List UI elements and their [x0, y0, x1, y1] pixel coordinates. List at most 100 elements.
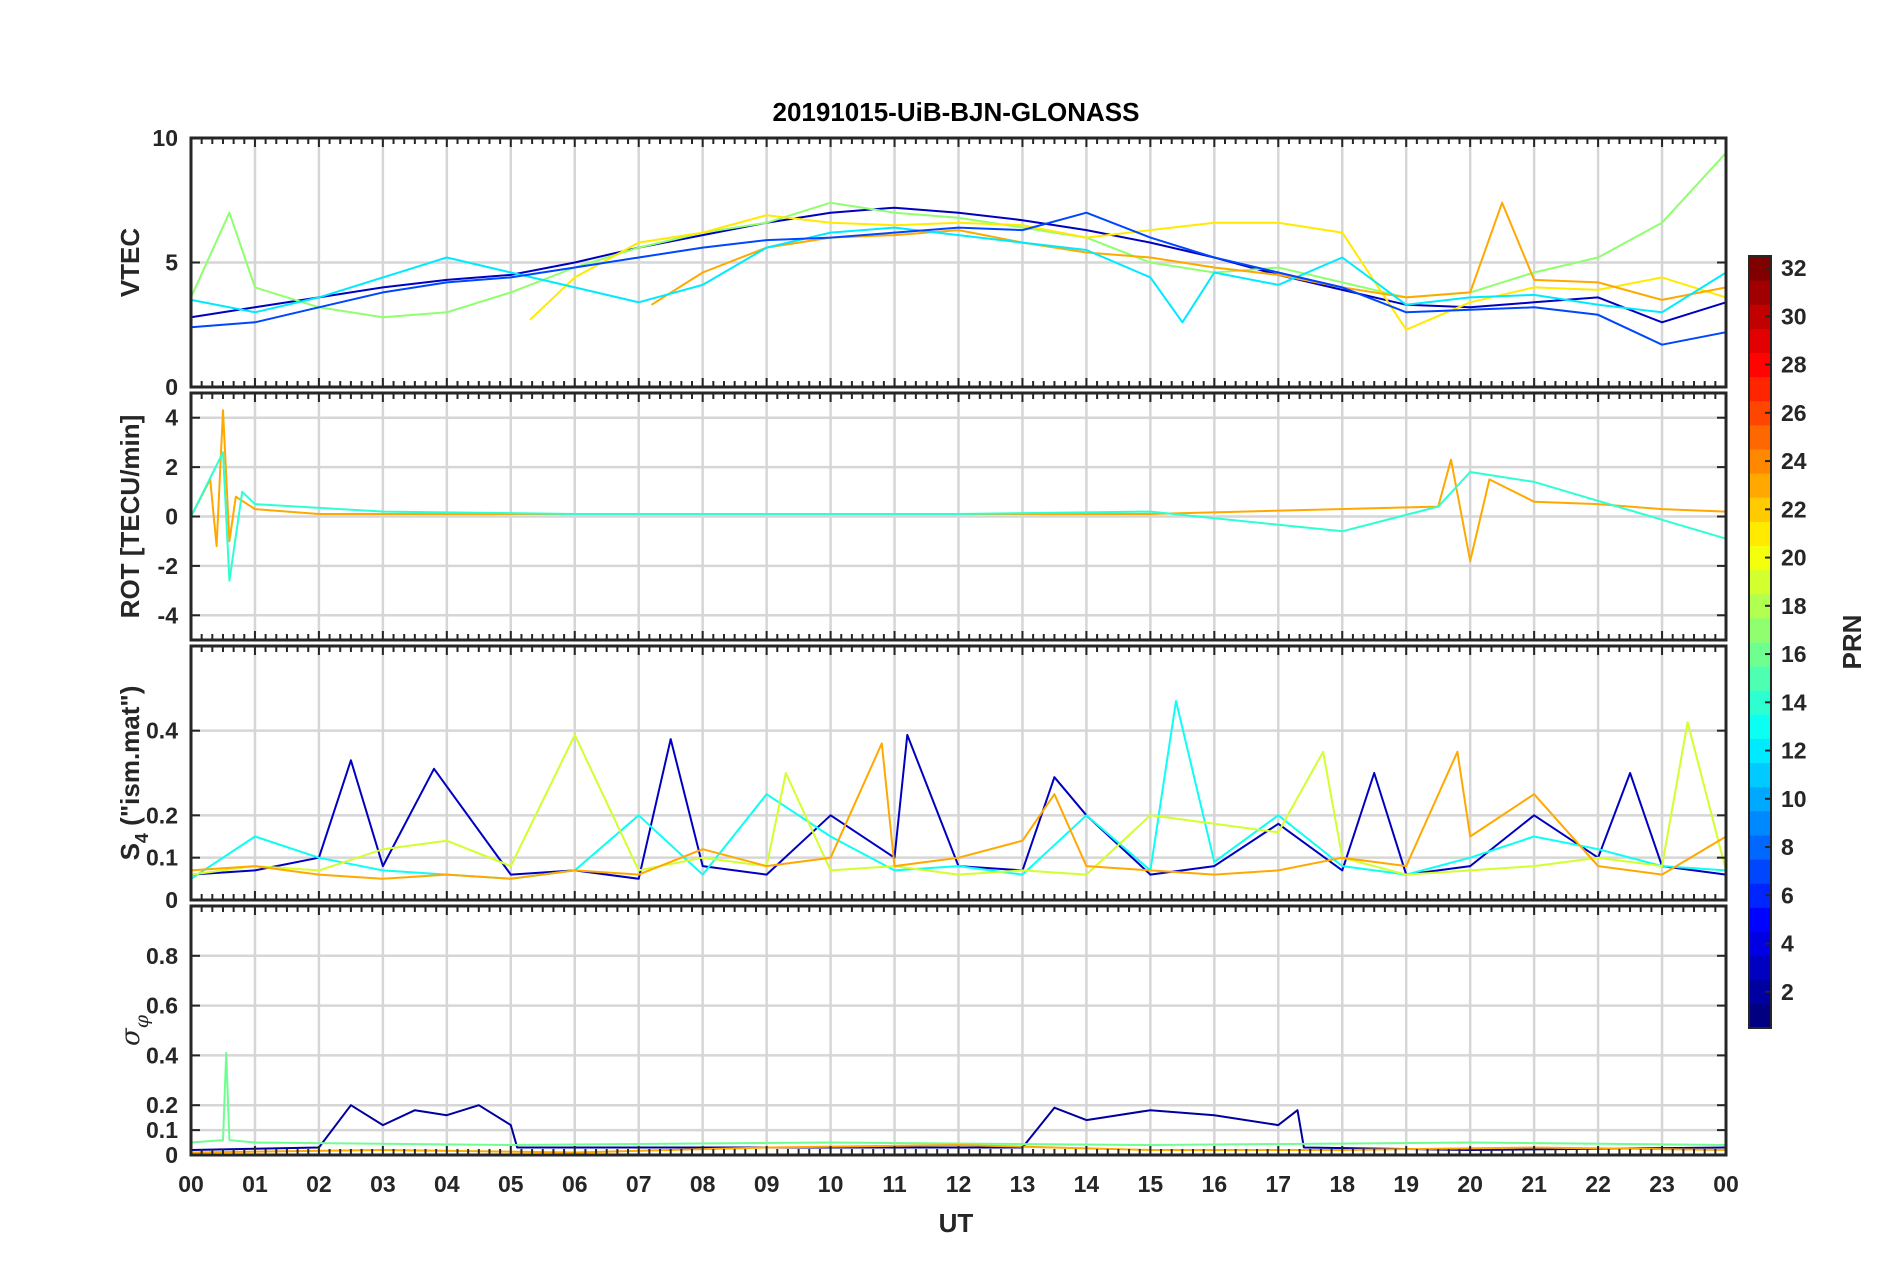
colorbar-segment [1749, 666, 1771, 691]
colorbar-segment [1749, 714, 1771, 739]
colorbar-segment [1749, 786, 1771, 812]
series-line-prn-21 [529, 214, 1727, 331]
colorbar-segment [1749, 400, 1771, 426]
colorbar-segment [1749, 955, 1771, 981]
colorbar-segment [1749, 593, 1771, 619]
y-axis-label-subscript: φ [131, 1014, 153, 1028]
y-axis-label: σφ [116, 1014, 153, 1046]
colorbar-tick-label: 26 [1781, 400, 1807, 426]
panel-rot: -4 -2 0 2 4 ROT [TECU/min] [115, 391, 1728, 642]
x-tick-label: 05 [498, 1171, 524, 1197]
colorbar-tick-label: 16 [1781, 641, 1807, 667]
y-axis-label: VTEC [115, 228, 145, 298]
series-group [190, 409, 1727, 582]
y-tick-label: 0.6 [146, 993, 178, 1019]
colorbar-frame [1748, 255, 1772, 1029]
y-tick-labels: -4 -2 0 2 4 [158, 405, 1726, 628]
x-tick-label: 09 [754, 1171, 780, 1197]
x-axis-label-group: 20191015-UiB-BJN-GLONASS UT [772, 97, 1139, 1238]
series-line-prn-7 [190, 211, 1727, 346]
colorbar-segment [1749, 545, 1771, 571]
colorbar-tick-label: 30 [1781, 303, 1807, 329]
series-group [190, 700, 1727, 880]
series-line-prn-23 [190, 742, 1727, 880]
series-line-prn-3 [190, 206, 1727, 324]
x-ticks [190, 906, 1727, 1155]
x-tick-label: 23 [1649, 1171, 1675, 1197]
colorbar-segment [1749, 376, 1771, 402]
x-tick-label: 03 [370, 1171, 396, 1197]
y-tick-labels: 0 5 10 [152, 125, 1726, 400]
x-tick-label: 10 [818, 1171, 844, 1197]
colorbar-tick-label: 10 [1781, 786, 1807, 812]
chart-title: 20191015-UiB-BJN-GLONASS [772, 97, 1139, 127]
colorbar-segment [1749, 521, 1771, 546]
y-axis-label-sigma: σ [116, 1027, 146, 1046]
colorbar-segment [1749, 617, 1771, 643]
colorbar-segment [1749, 810, 1771, 836]
y-tick-label: 5 [165, 250, 178, 276]
series-line-prn-12 [190, 226, 1727, 324]
panel-vtec: 0 5 10 VTEC [115, 125, 1728, 400]
colorbar-tick-label: 14 [1781, 689, 1807, 715]
colorbar-tick-label: 2 [1781, 979, 1794, 1005]
y-axis-label: ROT [TECU/min] [115, 415, 145, 619]
y-tick-label: 0 [165, 374, 178, 400]
colorbar-tick-label: 8 [1781, 834, 1794, 860]
colorbar-segment [1749, 473, 1771, 498]
x-tick-label: 01 [242, 1171, 268, 1197]
gridlines [191, 906, 1726, 1155]
y-axis-label-text: VTEC [115, 228, 145, 298]
colorbar-segment [1749, 931, 1771, 957]
y-tick-label: 10 [152, 125, 178, 151]
colorbar-tick-label: 12 [1781, 738, 1807, 764]
y-axis-label-s: S [115, 843, 145, 860]
colorbar-tick-label: 22 [1781, 496, 1807, 522]
y-axis-label-text: ROT [TECU/min] [115, 415, 145, 619]
x-tick-label: 00 [1713, 1171, 1739, 1197]
x-tick-label: 11 [882, 1171, 907, 1197]
y-axis-label-subscript: 4 [132, 833, 152, 843]
y-tick-label: -2 [158, 553, 178, 579]
y-tick-label: 0.8 [146, 943, 178, 969]
colorbar-tick-label: 18 [1781, 593, 1807, 619]
colorbar-segment [1749, 738, 1771, 764]
colorbar-segment [1749, 280, 1771, 305]
colorbar-segment [1749, 449, 1771, 474]
colorbar-segment [1749, 328, 1771, 353]
x-tick-label: 06 [562, 1171, 588, 1197]
colorbar-tick-label: 24 [1781, 448, 1807, 474]
y-tick-label: 0.1 [146, 1117, 178, 1143]
colorbar-tick-label: 4 [1781, 931, 1794, 957]
colorbar-segment [1749, 883, 1771, 908]
x-tick-label: 18 [1329, 1171, 1355, 1197]
y-tick-labels: 00.10.2 0.4 0.6 0.8 [146, 943, 1726, 1168]
y-tick-label: 0.4 [146, 1042, 178, 1068]
x-tick-label: 15 [1138, 1171, 1164, 1197]
y-tick-label: 0.4 [146, 718, 178, 744]
x-tick-labels: 00 01 02 03 04 05 06 07 08 09 10 11 12 13 14 15 16 17 18 19… [178, 1171, 1739, 1197]
colorbar-segment [1749, 304, 1771, 329]
x-tick-label: 07 [626, 1171, 652, 1197]
y-tick-label: 0 [165, 1142, 178, 1168]
y-axis-label-text: σφ [116, 1014, 153, 1046]
colorbar-segment [1749, 690, 1771, 715]
y-axis-label-rest: ("ism.mat") [115, 686, 145, 833]
colorbar-segment [1749, 979, 1771, 1005]
x-tick-label: 00 [178, 1171, 204, 1197]
colorbar-label: PRN [1837, 615, 1867, 670]
x-tick-label: 13 [1010, 1171, 1036, 1197]
colorbar-segment [1749, 907, 1771, 932]
y-tick-label: -4 [158, 602, 179, 628]
series-line-prn-14 [190, 451, 1727, 582]
y-tick-label: 0 [165, 887, 178, 913]
y-tick-label: 0.1 [146, 845, 178, 871]
colorbar-tick-label: 32 [1781, 255, 1807, 281]
x-tick-label: 17 [1265, 1171, 1291, 1197]
colorbar-segment [1749, 1003, 1771, 1029]
colorbar-segment [1749, 256, 1771, 281]
y-tick-labels: 0 0.1 0.2 0.4 [146, 718, 1726, 913]
y-axis-label-text: S4 ("ism.mat") [115, 686, 152, 861]
